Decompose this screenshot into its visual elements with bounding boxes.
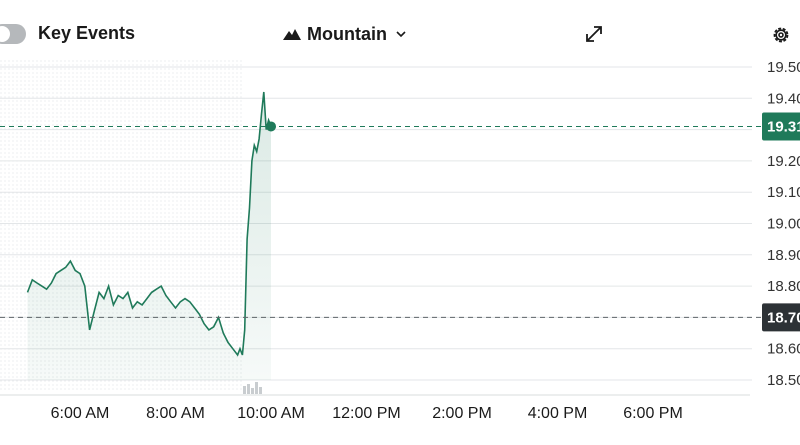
volume-bar — [247, 384, 250, 394]
y-tick-label: 19.00 — [767, 216, 800, 233]
current-price-label: 19.31 — [767, 118, 800, 135]
x-tick-label: 6:00 AM — [51, 405, 110, 422]
x-tick-label: 6:00 PM — [623, 405, 683, 422]
volume-bar — [243, 386, 246, 394]
x-tick-label: 4:00 PM — [528, 405, 588, 422]
y-tick-label: 19.20 — [767, 153, 800, 170]
key-events-label: Key Events — [38, 23, 136, 43]
chart-toolbar: Key Events Mountain — [0, 0, 800, 64]
price-line — [26, 91, 272, 357]
x-tick-label: 12:00 PM — [332, 405, 400, 422]
y-tick-label: 18.90 — [767, 247, 800, 264]
x-tick-label: 10:00 AM — [237, 405, 305, 422]
chart-type-label: Mountain — [307, 23, 387, 44]
toggle-knob — [0, 26, 10, 42]
y-axis-labels: 19.5019.4019.3019.2019.1019.0018.9018.80… — [767, 59, 800, 389]
volume-bar — [251, 388, 254, 394]
y-tick-label: 19.10 — [767, 184, 800, 201]
y-tick-label: 19.50 — [767, 59, 800, 76]
previous-close-badge: 18.70 — [762, 303, 800, 332]
x-axis-labels: 6:00 AM 8:00 AM 10:00 AM 12:00 PM 2:00 PM 4:0… — [51, 405, 683, 422]
current-price-badge: 19.31 — [762, 112, 800, 141]
price-area — [27, 92, 271, 380]
chevron-down-icon — [396, 31, 406, 38]
x-tick-label: 8:00 AM — [146, 405, 205, 422]
chart-type-dropdown[interactable]: Mountain — [283, 22, 407, 46]
expand-icon[interactable] — [584, 24, 604, 44]
y-tick-label: 18.60 — [767, 341, 800, 358]
mountain-icon — [283, 29, 301, 40]
volume-bar — [255, 382, 258, 394]
x-tick-label: 2:00 PM — [432, 405, 492, 422]
gear-icon[interactable] — [770, 24, 792, 46]
key-events-toggle[interactable] — [0, 24, 26, 44]
y-tick-label: 19.40 — [767, 90, 800, 107]
volume-bar — [259, 387, 262, 394]
y-tick-label: 18.80 — [767, 278, 800, 295]
current-price-dot — [266, 121, 276, 132]
previous-close-label: 18.70 — [767, 309, 800, 326]
y-tick-label: 18.50 — [767, 372, 800, 389]
volume-bars — [243, 382, 262, 394]
grid-lines — [0, 66, 752, 381]
